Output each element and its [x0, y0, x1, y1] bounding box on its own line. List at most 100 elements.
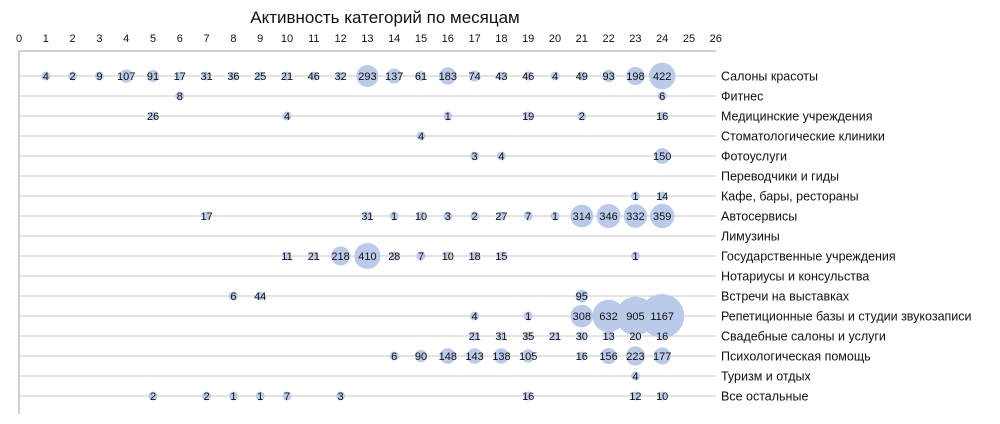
bubble — [623, 204, 648, 228]
data-label: 905 — [626, 311, 644, 323]
bubble — [657, 391, 667, 401]
bubble — [415, 70, 427, 82]
data-label: 3 — [338, 391, 344, 403]
data-label: 177 — [653, 351, 671, 363]
data-label: 4 — [418, 131, 424, 143]
data-label: 21 — [281, 71, 293, 83]
bubble — [630, 371, 640, 381]
data-label: 16 — [656, 111, 668, 123]
data-label: 61 — [415, 71, 427, 83]
data-label: 137 — [385, 71, 403, 83]
bubble — [523, 211, 533, 221]
data-label: 28 — [388, 251, 400, 263]
bubble — [523, 331, 533, 341]
bubble — [148, 111, 158, 121]
data-label: 26 — [147, 111, 159, 123]
bubble — [389, 251, 399, 261]
x-tick-label: 23 — [629, 33, 641, 45]
bubble — [282, 71, 292, 81]
bubble — [228, 291, 238, 301]
bubble — [550, 211, 560, 221]
data-label: 150 — [653, 151, 671, 163]
data-label: 148 — [439, 351, 457, 363]
bubble — [309, 71, 319, 81]
bubble — [202, 391, 212, 401]
bubble — [336, 71, 346, 81]
x-tick-label: 25 — [683, 33, 695, 45]
bubble — [550, 71, 560, 81]
bubble — [496, 71, 506, 81]
bubble — [523, 311, 533, 321]
bubble — [630, 331, 640, 341]
data-label: 91 — [147, 71, 159, 83]
data-label: 9 — [96, 71, 102, 83]
bubble — [119, 69, 133, 83]
data-label: 4 — [284, 111, 290, 123]
bubble — [470, 331, 480, 341]
bubble — [255, 391, 265, 401]
data-label: 422 — [653, 71, 671, 83]
x-tick-label: 12 — [334, 33, 346, 45]
data-label: 1 — [230, 391, 236, 403]
category-label: Стоматологические клиники — [721, 130, 885, 144]
data-label: 314 — [573, 211, 591, 223]
data-label: 31 — [200, 71, 212, 83]
bubble — [521, 349, 535, 363]
bubble — [466, 348, 483, 364]
x-tick-label: 17 — [468, 33, 480, 45]
data-label: 4 — [498, 151, 504, 163]
data-label: 46 — [522, 71, 534, 83]
x-tick-label: 20 — [549, 33, 561, 45]
x-tick-label: 10 — [281, 33, 293, 45]
bubble — [496, 211, 506, 221]
data-label: 16 — [656, 331, 668, 343]
data-label: 138 — [492, 351, 510, 363]
data-label: 4 — [552, 71, 558, 83]
x-tick-label: 26 — [710, 33, 722, 45]
data-label: 6 — [659, 91, 665, 103]
data-label: 3 — [445, 211, 451, 223]
data-label: 21 — [308, 251, 320, 263]
bubble — [592, 299, 625, 333]
data-label: 308 — [573, 311, 591, 323]
bubble — [654, 148, 671, 164]
bubble — [550, 331, 560, 341]
x-tick-label: 24 — [656, 33, 668, 45]
bubble — [496, 331, 506, 341]
data-label: 1 — [632, 251, 638, 263]
data-label: 31 — [361, 211, 373, 223]
data-label: 7 — [525, 211, 531, 223]
bubble — [596, 204, 621, 228]
x-tick-label: 3 — [96, 33, 102, 45]
x-tick-label: 7 — [204, 33, 210, 45]
data-label: 20 — [629, 331, 641, 343]
bubble — [68, 71, 78, 81]
data-label: 198 — [626, 71, 644, 83]
x-tick-label: 18 — [495, 33, 507, 45]
data-label: 44 — [254, 291, 266, 303]
data-label: 12 — [629, 391, 641, 403]
data-label: 17 — [174, 71, 186, 83]
data-label: 2 — [70, 71, 76, 83]
x-tick-label: 6 — [177, 33, 183, 45]
bubble — [630, 391, 640, 401]
category-label: Встречи на выставках — [721, 290, 850, 304]
bubble — [577, 351, 587, 361]
data-label: 10 — [656, 391, 668, 403]
bubble — [657, 91, 667, 101]
category-label: Салоны красоты — [721, 70, 818, 84]
data-label: 95 — [576, 291, 588, 303]
category-label: Нотариусы и консульства — [721, 270, 869, 284]
data-label: 11 — [281, 251, 292, 263]
x-tick-label: 2 — [70, 33, 76, 45]
bubble — [175, 71, 185, 81]
x-tick-label: 16 — [442, 33, 454, 45]
data-label: 632 — [599, 311, 617, 323]
data-label: 25 — [254, 71, 266, 83]
data-label: 21 — [549, 331, 561, 343]
x-tick-label: 15 — [415, 33, 427, 45]
bubble — [386, 68, 402, 84]
category-label: Фитнес — [721, 90, 763, 104]
bubble — [626, 66, 645, 86]
bubble — [496, 251, 506, 261]
